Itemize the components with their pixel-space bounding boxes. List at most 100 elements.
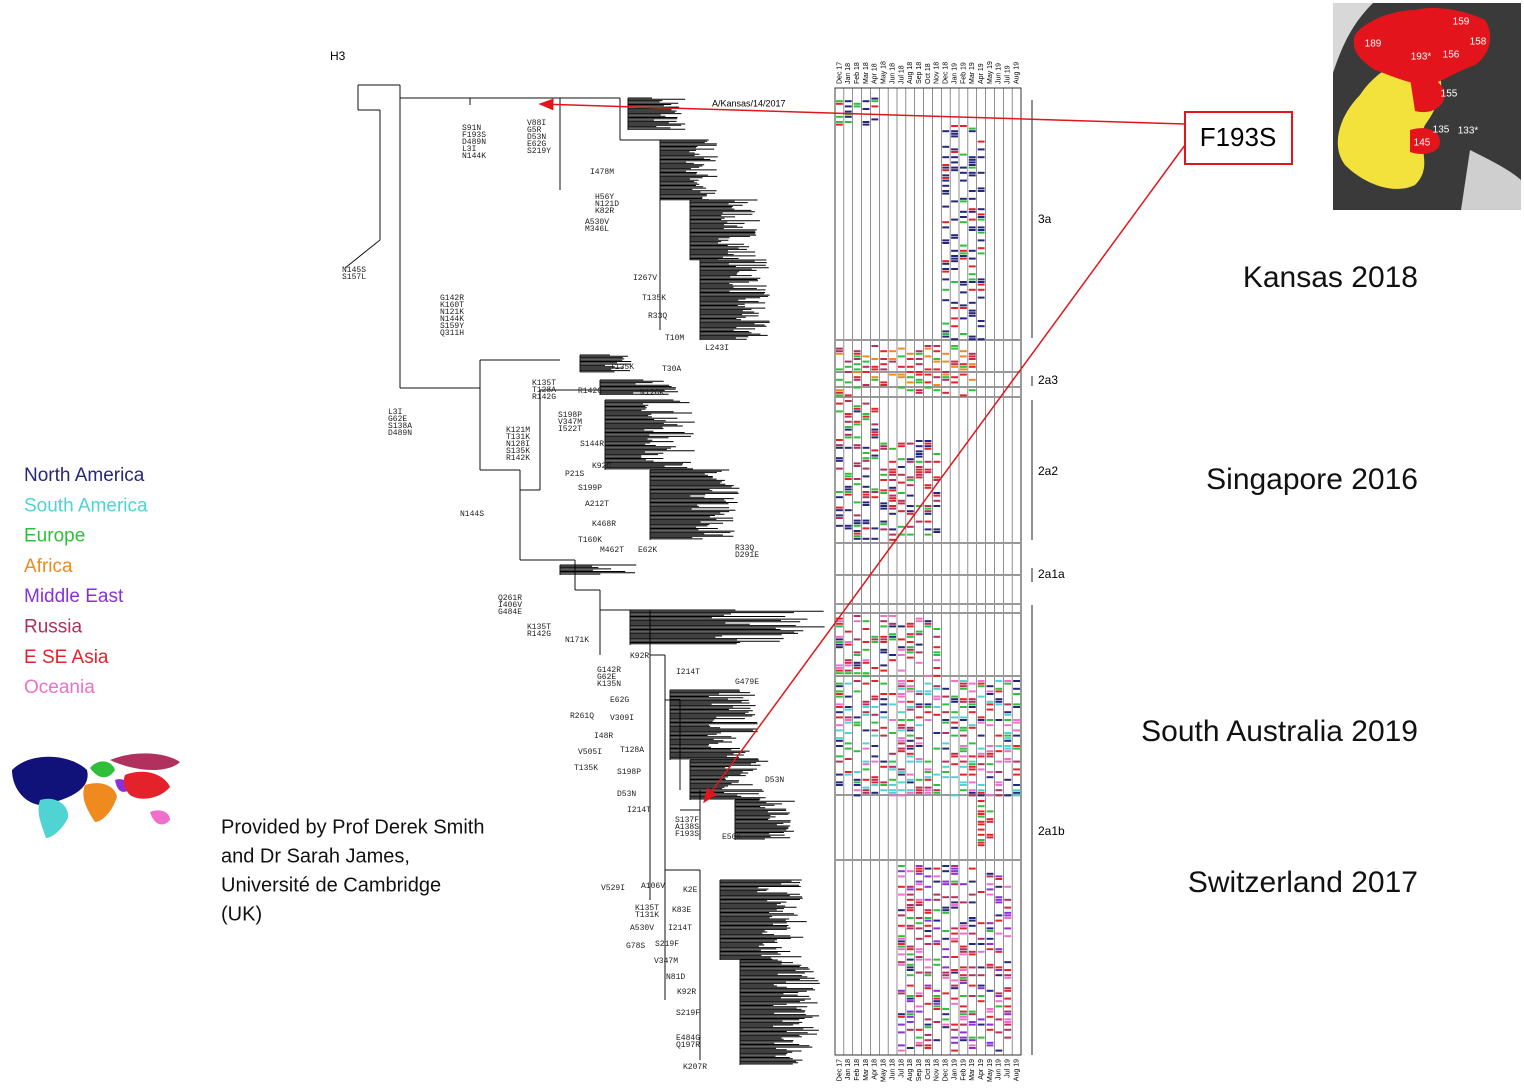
sample-mark: [933, 940, 940, 942]
sample-mark: [845, 421, 852, 423]
sample-mark: [995, 1000, 1002, 1002]
sample-mark: [960, 1016, 967, 1018]
legend-label: E SE Asia: [24, 647, 109, 668]
sample-mark: [916, 521, 923, 523]
sample-mark: [969, 766, 976, 768]
sample-mark: [942, 239, 949, 241]
sample-mark: [845, 631, 852, 633]
sample-mark: [933, 461, 940, 463]
sample-mark: [871, 491, 878, 493]
sample-mark: [978, 842, 985, 844]
sample-mark: [933, 894, 940, 896]
sample-mark: [854, 387, 861, 389]
month-label: Jul 18: [898, 1059, 905, 1078]
sample-mark: [898, 774, 905, 776]
sample-mark: [916, 758, 923, 760]
sample-mark: [995, 750, 1002, 752]
sample-mark: [933, 748, 940, 750]
mutation-label: I267V: [633, 274, 657, 283]
sample-mark: [1004, 1024, 1011, 1026]
sample-mark: [836, 696, 843, 698]
mutation-label: T135K: [642, 294, 666, 303]
sample-mark: [969, 995, 976, 997]
sample-mark: [978, 966, 985, 968]
sample-mark: [925, 1047, 932, 1049]
sample-mark: [898, 500, 905, 502]
sample-mark: [960, 781, 967, 783]
sample-mark: [987, 1042, 994, 1044]
sample-mark: [995, 719, 1002, 721]
sample-mark: [951, 701, 958, 703]
credit-line: Université de Cambridge: [221, 874, 441, 896]
sample-mark: [951, 1037, 958, 1039]
sample-mark: [960, 350, 967, 352]
month-label: Dec 18: [943, 62, 950, 84]
mutation-label: T30A: [662, 365, 681, 374]
sample-mark: [907, 657, 914, 659]
mutation-label: K135N: [597, 680, 621, 689]
sample-mark: [854, 680, 861, 682]
sample-mark: [1013, 722, 1020, 724]
month-label: Feb 19: [960, 1059, 967, 1081]
sample-mark: [898, 938, 905, 940]
sample-mark: [978, 839, 985, 841]
sample-mark: [942, 966, 949, 968]
sample-mark: [925, 719, 932, 721]
sample-mark: [925, 925, 932, 927]
sample-mark: [969, 690, 976, 692]
sample-mark: [969, 894, 976, 896]
sample-mark: [889, 513, 896, 515]
month-label: Aug 18: [907, 62, 914, 84]
sample-mark: [854, 501, 861, 503]
mutation-label: F193S: [675, 830, 699, 839]
sample-mark: [987, 964, 994, 966]
sample-mark: [933, 927, 940, 929]
callout-label: F193S: [1200, 122, 1277, 152]
mutation-label: A212T: [585, 500, 609, 509]
month-label: Jan 19: [951, 1059, 958, 1080]
month-label: Apr 18: [872, 63, 879, 84]
sample-mark: [916, 745, 923, 747]
sample-mark: [978, 1037, 985, 1039]
sample-mark: [951, 1024, 958, 1026]
sample-mark: [880, 735, 887, 737]
sample-mark: [942, 289, 949, 291]
sample-mark: [978, 891, 985, 893]
sample-mark: [942, 956, 949, 958]
month-label: Jul 18: [898, 65, 905, 84]
sample-mark: [1004, 914, 1011, 916]
sample-mark: [871, 436, 878, 438]
sample-mark: [898, 948, 905, 950]
sample-mark: [978, 156, 985, 158]
sample-mark: [854, 408, 861, 410]
sample-mark: [960, 200, 967, 202]
sample-mark: [987, 834, 994, 836]
sample-mark: [1004, 969, 1011, 971]
sample-mark: [925, 959, 932, 961]
sample-mark: [898, 870, 905, 872]
sample-mark: [863, 418, 870, 420]
sample-mark: [933, 531, 940, 533]
sample-mark: [969, 727, 976, 729]
sample-mark: [863, 641, 870, 643]
sample-mark: [951, 366, 958, 368]
sample-mark: [969, 363, 976, 365]
sample-mark: [916, 631, 923, 633]
sample-mark: [907, 476, 914, 478]
sample-mark: [978, 829, 985, 831]
sample-mark: [933, 875, 940, 877]
sample-mark: [951, 135, 958, 137]
sample-mark: [942, 260, 949, 262]
sample-mark: [907, 1029, 914, 1031]
sample-mark: [1013, 745, 1020, 747]
sample-mark: [978, 768, 985, 770]
sample-mark: [863, 468, 870, 470]
sample-mark: [880, 368, 887, 370]
sample-mark: [933, 345, 940, 347]
sample-mark: [925, 484, 932, 486]
sample-mark: [880, 479, 887, 481]
sample-mark: [942, 771, 949, 773]
site-label: 155: [1441, 89, 1458, 100]
sample-mark: [925, 930, 932, 932]
sample-mark: [836, 716, 843, 718]
